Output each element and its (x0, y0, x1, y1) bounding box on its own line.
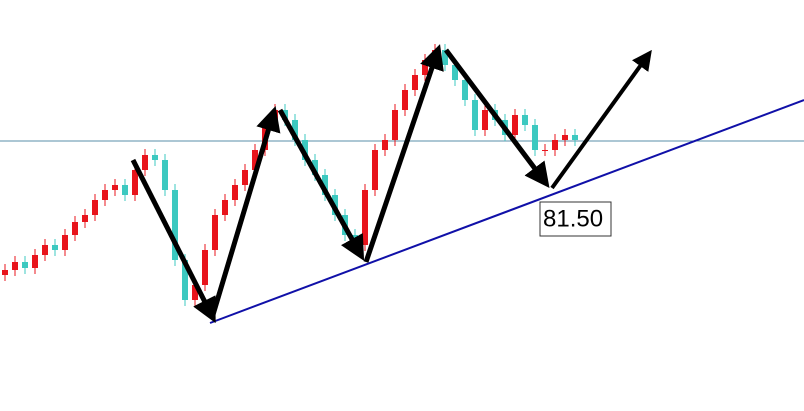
candle-body (152, 155, 158, 160)
candle-body (112, 185, 118, 190)
candle-body (292, 120, 298, 140)
candle-body (402, 90, 408, 110)
arrow (363, 44, 444, 263)
candle-body (52, 245, 58, 250)
candle-body (512, 115, 518, 135)
candle-body (122, 185, 128, 195)
arrow (209, 106, 281, 319)
arrow (277, 108, 365, 261)
annotation-label: 81.50 (543, 205, 603, 232)
candle-body (232, 185, 238, 200)
wave-arrows-thin (550, 49, 652, 190)
candle-body (382, 140, 388, 150)
candle-body (462, 80, 468, 100)
candle-body (22, 262, 28, 268)
candle-body (202, 250, 208, 285)
candle-body (42, 245, 48, 255)
candle-body (142, 155, 148, 170)
candle-body (562, 135, 568, 140)
arrow (130, 158, 216, 324)
candle-body (92, 200, 98, 215)
candle-body (472, 100, 478, 130)
candle-body (452, 65, 458, 80)
annotation-box (539, 201, 612, 237)
candle-body (2, 270, 8, 275)
candle-body (572, 135, 578, 140)
candle-body (552, 140, 558, 150)
candle-body (32, 255, 38, 268)
arrow (550, 49, 652, 190)
trend-line (209, 99, 804, 324)
candle-body (132, 170, 138, 195)
candle-body (482, 110, 488, 130)
candle-body (422, 60, 428, 75)
candle-body (12, 262, 18, 270)
candles (2, 44, 578, 306)
annotation: 81.50 (539, 201, 612, 237)
candle-body (392, 110, 398, 140)
candle-body (252, 150, 258, 170)
candle-body (172, 190, 178, 260)
candle-body (102, 190, 108, 200)
candle-body (442, 50, 448, 65)
wave-arrows (130, 44, 550, 324)
candle-body (212, 215, 218, 250)
candle-body (542, 150, 548, 151)
candle-body (312, 160, 318, 175)
candle-body (192, 285, 198, 300)
candle-body (522, 115, 528, 125)
candle-body (162, 160, 168, 190)
candle-body (532, 125, 538, 150)
candle-body (412, 75, 418, 90)
candle-body (362, 190, 368, 245)
candle-body (182, 260, 188, 300)
candle-body (222, 200, 228, 215)
candle-body (322, 175, 328, 195)
candle-body (372, 150, 378, 190)
arrow (444, 48, 550, 188)
candle-body (62, 235, 68, 250)
candle-body (82, 215, 88, 222)
candle-body (72, 222, 78, 235)
candle-body (242, 170, 248, 185)
